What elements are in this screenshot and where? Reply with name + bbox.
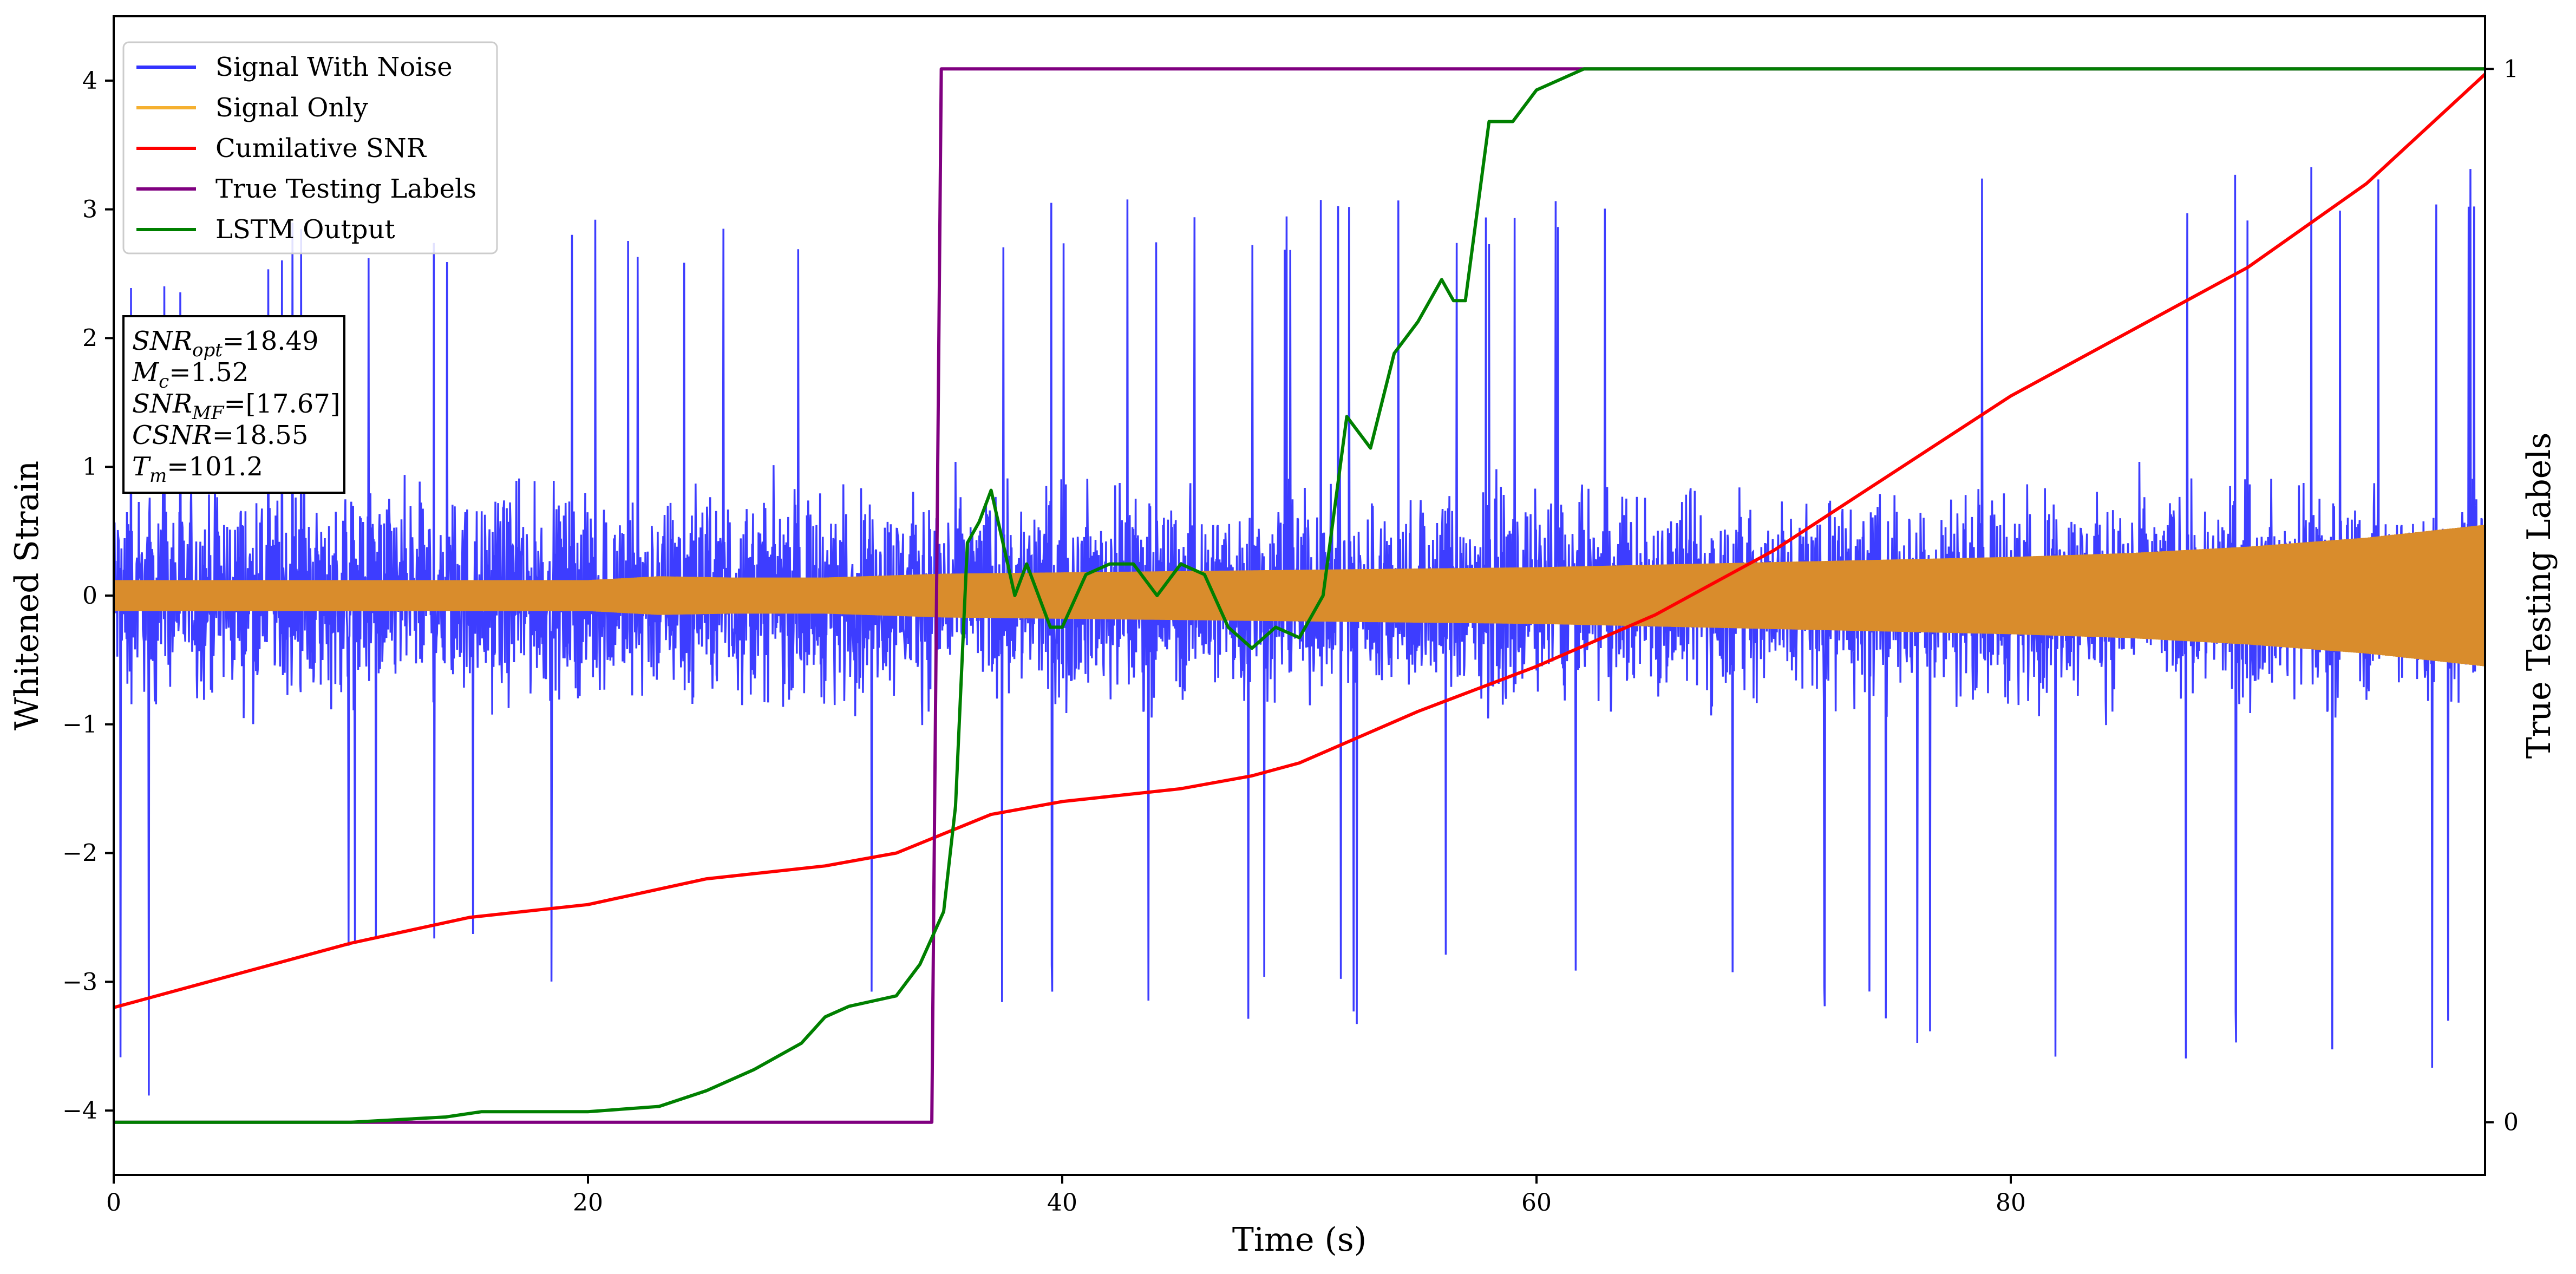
series-signal-only: [114, 525, 2485, 667]
legend-label-signal-only: Signal Only: [215, 93, 368, 123]
legend: Signal With Noise Signal Only Cumilative S…: [122, 41, 498, 254]
x-tick-label: 40: [1047, 1189, 1077, 1217]
y-tick-label: 0: [82, 582, 97, 610]
legend-box: [122, 41, 498, 254]
info-line: SNRopt=18.49: [132, 326, 319, 361]
x-tick-label: 80: [1996, 1189, 2026, 1217]
legend-label-signal-with-noise: Signal With Noise: [215, 52, 453, 82]
y-tick-label: −3: [62, 968, 97, 996]
info-line: SNRMF=[17.67]: [132, 389, 341, 424]
y-axis-label: Whitened Strain: [8, 461, 46, 730]
x-tick-label: 0: [106, 1189, 121, 1217]
y2-axis-label: True Testing Labels: [2520, 433, 2558, 759]
y-tick-label: −4: [62, 1097, 97, 1125]
x-axis-label: Time (s): [1232, 1221, 1367, 1259]
info-line: Mc=1.52: [132, 357, 249, 393]
y-tick-label: 1: [82, 453, 97, 481]
info-line: CSNR=18.55: [132, 420, 308, 450]
y-tick-label: −2: [62, 840, 97, 867]
y2-tick-label: 1: [2503, 55, 2519, 83]
series-layer: [114, 67, 2485, 1124]
x-tick-label: 20: [573, 1189, 603, 1217]
y-tick-label: 2: [82, 324, 97, 352]
legend-label-cumilative-snr: Cumilative SNR: [215, 133, 427, 164]
info-line: Tm=101.2: [132, 452, 263, 487]
legend-label-true-testing-labels: True Testing Labels: [215, 174, 476, 204]
y-tick-label: 3: [82, 196, 97, 224]
series-lstm-output: [114, 67, 2485, 1124]
info-box: SNRopt=18.49Mc=1.52SNRMF=[17.67]CSNR=18.…: [122, 315, 345, 494]
legend-label-lstm-output: LSTM Output: [215, 214, 395, 245]
y2-tick-label: 0: [2503, 1109, 2519, 1136]
y-tick-label: −1: [62, 711, 97, 739]
x-tick-label: 60: [1521, 1189, 1552, 1217]
info-box-frame: [122, 315, 345, 494]
y-tick-label: 4: [82, 67, 97, 95]
series-cumilative-snr: [114, 73, 2485, 1009]
